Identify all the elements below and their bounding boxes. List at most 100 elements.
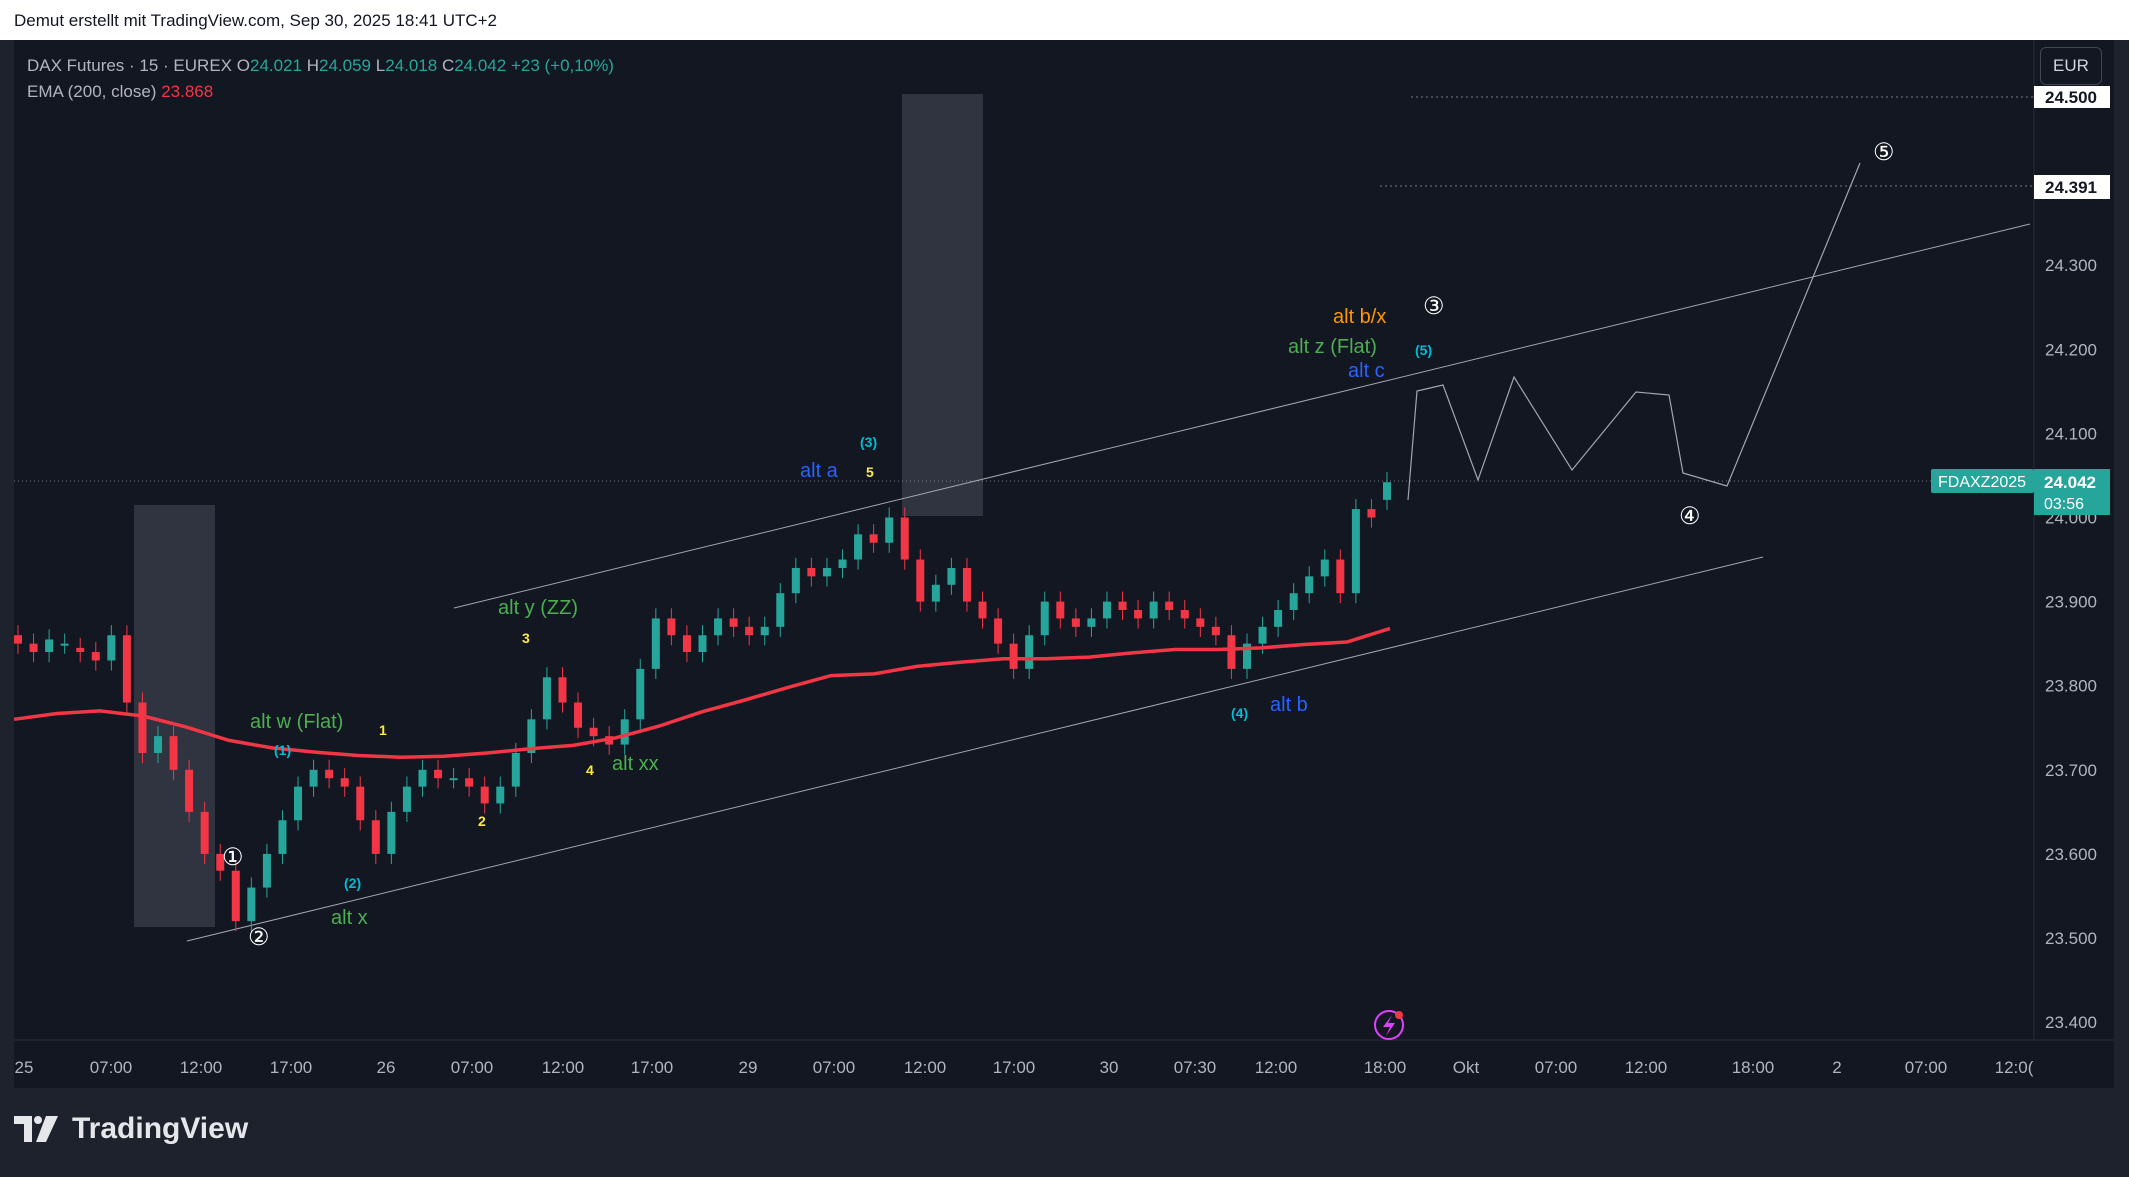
candle-body bbox=[729, 618, 738, 627]
candle-body bbox=[714, 618, 723, 636]
footer-bar bbox=[0, 1088, 2129, 1177]
legend-c-label: C bbox=[441, 56, 455, 75]
candle-body bbox=[807, 567, 816, 577]
candle-body bbox=[651, 618, 660, 669]
tradingview-logo-text: TradingView bbox=[72, 1112, 249, 1145]
candle-body bbox=[698, 635, 707, 653]
label-alt-y: alt y (ZZ) bbox=[498, 597, 578, 619]
candle-body bbox=[138, 702, 147, 753]
candle-body bbox=[1211, 626, 1220, 636]
plot-area[interactable] bbox=[14, 40, 2034, 1040]
label-circle-3: ③ bbox=[1423, 293, 1445, 320]
legend-change: +23 (+0,10%) bbox=[510, 56, 614, 75]
label-sub-4: 4 bbox=[586, 762, 594, 778]
candle-body bbox=[309, 769, 318, 787]
time-tick-label: 07:00 bbox=[1535, 1058, 1578, 1077]
caption-text: Demut erstellt mit TradingView.com, Sep … bbox=[14, 11, 498, 30]
level-24500-tag bbox=[2034, 86, 2110, 108]
candle-body bbox=[558, 677, 567, 703]
last-price-tag bbox=[2034, 469, 2110, 515]
legend-l-label: L bbox=[375, 56, 386, 75]
candle-body bbox=[1242, 643, 1251, 669]
label-circle-5: ⑤ bbox=[1873, 139, 1895, 166]
time-tick-label: 07:00 bbox=[813, 1058, 856, 1077]
candle-body bbox=[1165, 601, 1174, 611]
projected-wave-path[interactable] bbox=[1407, 162, 1861, 501]
candle-body bbox=[667, 618, 676, 636]
candle-body bbox=[294, 786, 303, 821]
candlestick-series[interactable] bbox=[14, 472, 1391, 932]
time-tick-label: 18:00 bbox=[1364, 1058, 1407, 1077]
candle-body bbox=[1134, 610, 1143, 619]
time-tick-label: 17:00 bbox=[270, 1058, 313, 1077]
minor-wave-labels: (1) (2) (3) (4) (5) 1 2 3 4 5 bbox=[274, 342, 1432, 891]
candle-body bbox=[1009, 643, 1018, 669]
candle-body bbox=[449, 778, 458, 781]
candle-body bbox=[1367, 509, 1376, 518]
alert-lightning-icon[interactable] bbox=[1374, 1010, 1404, 1040]
candle-body bbox=[1087, 618, 1096, 627]
candle-body bbox=[1351, 509, 1360, 594]
legend-ema-label: EMA (200, close) bbox=[27, 82, 157, 101]
chart-legend[interactable]: DAX Futures · 15 · EUREX O24.021 H24.059… bbox=[27, 53, 614, 105]
candle-body bbox=[900, 517, 909, 560]
candle-body bbox=[1118, 601, 1127, 611]
lightning-bolt-icon bbox=[1383, 1015, 1395, 1036]
candle-body bbox=[1196, 618, 1205, 627]
candle-body bbox=[480, 786, 489, 804]
candle-body bbox=[45, 639, 54, 653]
legend-low: 24.018 bbox=[385, 56, 438, 75]
candle-body bbox=[682, 635, 691, 653]
candle-body bbox=[589, 727, 598, 737]
label-wave-3: (3) bbox=[860, 434, 877, 450]
candle-body bbox=[387, 811, 396, 854]
price-tick-label: 23.500 bbox=[2045, 929, 2097, 948]
highlight-box-2[interactable] bbox=[902, 94, 983, 516]
candle-body bbox=[994, 618, 1003, 644]
last-price-text: 24.042 bbox=[2044, 473, 2096, 492]
time-tick-label: 07:00 bbox=[451, 1058, 494, 1077]
time-tick-label: 12:0( bbox=[1995, 1058, 2034, 1077]
label-wave-1: (1) bbox=[274, 742, 291, 758]
label-alt-z: alt z (Flat) bbox=[1288, 336, 1377, 358]
price-tick-label: 23.600 bbox=[2045, 845, 2097, 864]
time-tick-label: 07:30 bbox=[1174, 1058, 1217, 1077]
currency-button[interactable]: EUR bbox=[2040, 47, 2102, 85]
time-tick-label: 30 bbox=[1100, 1058, 1119, 1077]
time-tick-label: 17:00 bbox=[993, 1058, 1036, 1077]
label-alt-xx: alt xx bbox=[612, 753, 659, 775]
candle-body bbox=[1056, 601, 1065, 619]
price-tick-label: 24.100 bbox=[2045, 424, 2097, 443]
candle-body bbox=[1227, 635, 1236, 669]
candle-body bbox=[434, 769, 443, 779]
time-tick-label: 12:00 bbox=[1625, 1058, 1668, 1077]
time-axis-ticks: 25 07:00 12:00 17:00 26 07:00 12:00 17:00 29 07:0… bbox=[15, 1058, 2034, 1077]
candle-body bbox=[978, 601, 987, 619]
label-wave-4: (4) bbox=[1231, 705, 1248, 721]
label-sub-5: 5 bbox=[866, 464, 874, 480]
label-alt-b: alt b bbox=[1270, 694, 1308, 716]
candle-body bbox=[29, 643, 38, 653]
candle-body bbox=[1071, 618, 1080, 627]
label-wave-2: (2) bbox=[344, 875, 361, 891]
candle-body bbox=[869, 534, 878, 543]
ema-200-line[interactable] bbox=[13, 626, 1391, 759]
label-circle-4: ④ bbox=[1679, 503, 1701, 530]
candle-body bbox=[402, 786, 411, 812]
channel-upper-line[interactable] bbox=[453, 223, 2031, 609]
candle-body bbox=[1149, 601, 1158, 619]
candle-body bbox=[838, 559, 847, 568]
candle-body bbox=[620, 719, 629, 745]
label-wave-5: (5) bbox=[1415, 342, 1432, 358]
price-axis[interactable] bbox=[2034, 40, 2114, 1040]
channel-lower-line[interactable] bbox=[186, 556, 1764, 942]
candle-body bbox=[278, 820, 287, 854]
candle-body bbox=[791, 567, 800, 594]
candle-body bbox=[185, 769, 194, 812]
top-caption-bar: Demut erstellt mit TradingView.com, Sep … bbox=[0, 0, 2129, 40]
candle-body bbox=[60, 643, 69, 646]
price-tick-label: 23.700 bbox=[2045, 761, 2097, 780]
legend-o-label: O bbox=[236, 56, 250, 75]
alert-dot-icon bbox=[1395, 1011, 1403, 1019]
